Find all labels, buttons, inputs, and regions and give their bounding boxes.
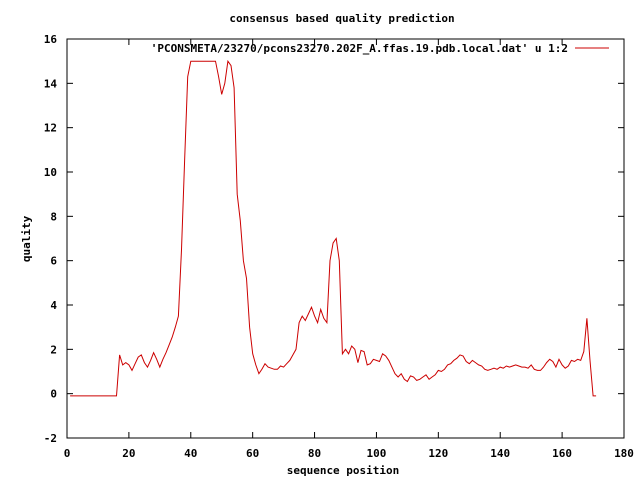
legend-label: 'PCONSMETA/23270/pcons23270.202F_A.ffas.… <box>151 42 568 55</box>
x-tick-label: 40 <box>184 447 197 460</box>
series-line <box>70 59 597 397</box>
y-tick-label: 6 <box>50 255 57 268</box>
x-tick-label: 120 <box>428 447 448 460</box>
plot-border <box>66 38 625 439</box>
x-axis: 0 20 40 60 80 100 120 140 160 180 <box>64 39 634 460</box>
legend: 'PCONSMETA/23270/pcons23270.202F_A.ffas.… <box>151 42 609 55</box>
x-tick-label: 20 <box>122 447 135 460</box>
y-tick-label: 0 <box>50 388 57 401</box>
y-tick-label: 16 <box>44 33 58 46</box>
y-tick-label: 14 <box>44 77 58 90</box>
chart-title: consensus based quality prediction <box>229 12 454 25</box>
y-tick-label: 2 <box>50 343 57 356</box>
y-tick-label: -2 <box>44 432 57 445</box>
series-layer <box>70 59 597 397</box>
y-tick-label: 10 <box>44 166 57 179</box>
x-axis-label: sequence position <box>287 464 400 477</box>
y-axis: -2 0 2 4 6 8 10 12 14 16 <box>44 33 624 445</box>
x-tick-label: 60 <box>246 447 259 460</box>
x-tick-label: 180 <box>614 447 634 460</box>
y-tick-label: 4 <box>50 299 57 312</box>
y-tick-label: 12 <box>44 122 57 135</box>
x-tick-label: 80 <box>308 447 321 460</box>
x-tick-label: 160 <box>552 447 572 460</box>
y-tick-label: 8 <box>50 210 57 223</box>
x-tick-label: 100 <box>367 447 387 460</box>
y-axis-label: quality <box>20 215 33 262</box>
plot-frame <box>66 38 625 439</box>
x-tick-label: 0 <box>64 447 71 460</box>
x-tick-label: 140 <box>490 447 510 460</box>
